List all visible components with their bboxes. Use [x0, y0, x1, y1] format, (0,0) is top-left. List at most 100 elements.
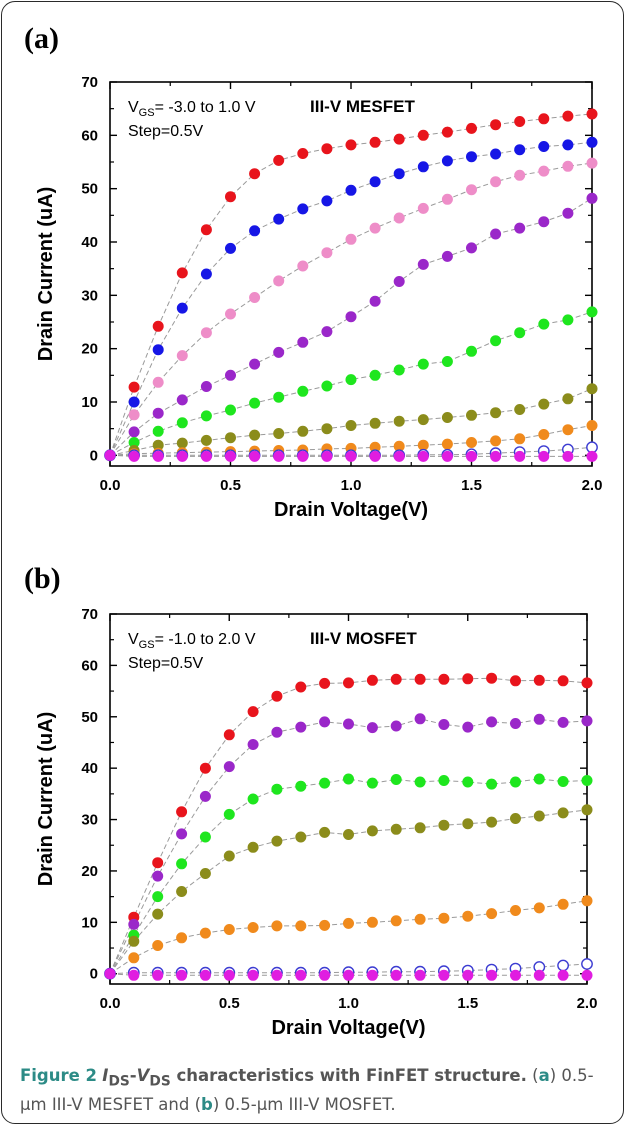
data-point-s4-12 — [393, 364, 405, 376]
data-point-s4-3 — [176, 932, 188, 944]
data-point-s0-13 — [414, 673, 426, 685]
data-point-s5-4 — [200, 434, 212, 446]
data-point-s0-18 — [538, 113, 550, 125]
vgs-range: = -3.0 to 1.0 V — [155, 99, 256, 116]
data-point-s8-4 — [200, 450, 212, 462]
data-point-s8-3 — [176, 450, 188, 462]
x-tick-label: 0.0 — [100, 995, 121, 1012]
data-point-s3-9 — [321, 326, 333, 338]
data-point-s2-4 — [200, 327, 212, 339]
data-point-s8-20 — [586, 450, 598, 462]
data-point-s3-8 — [295, 831, 307, 843]
data-point-s4-10 — [345, 374, 357, 386]
data-point-s2-17 — [509, 776, 521, 788]
data-point-s2-7 — [271, 783, 283, 795]
device-label: III-V MOSFET — [310, 629, 417, 648]
data-point-s4-11 — [366, 916, 378, 928]
data-point-s4-7 — [273, 391, 285, 403]
data-point-s3-6 — [249, 358, 261, 370]
data-point-s3-7 — [273, 346, 285, 358]
data-point-s3-1 — [128, 426, 140, 438]
data-point-s4-16 — [486, 908, 498, 920]
data-point-s1-8 — [295, 721, 307, 733]
data-point-s1-10 — [345, 184, 357, 196]
data-point-s8-5 — [225, 450, 237, 462]
data-point-s6-4 — [199, 969, 211, 981]
vgs-range: = -1.0 to 2.0 V — [155, 631, 256, 648]
caption-title-ds2: DS — [149, 1073, 171, 1090]
x-tick-label: 0.5 — [220, 477, 241, 494]
data-point-s4-19 — [557, 898, 569, 910]
x-tick-label: 2.0 — [582, 477, 603, 494]
data-point-s4-13 — [417, 358, 429, 370]
data-point-s1-15 — [462, 721, 474, 733]
data-point-s6-18 — [533, 969, 545, 981]
data-point-s3-11 — [369, 295, 381, 307]
data-point-s0-19 — [562, 110, 574, 122]
data-point-s3-14 — [441, 250, 453, 262]
data-point-s2-10 — [345, 233, 357, 245]
data-point-s6-1 — [128, 969, 140, 981]
data-point-s1-7 — [271, 726, 283, 738]
chart-a: 0.0 0.5 1.0 1.5 2.0 0 10 20 30 40 50 60 70 Drain Volt… — [35, 74, 603, 521]
data-point-s1-9 — [321, 195, 333, 207]
data-point-s4-4 — [200, 410, 212, 422]
data-point-s8-15 — [465, 450, 477, 462]
data-point-s1-1 — [128, 396, 140, 408]
data-point-s5-9 — [321, 423, 333, 435]
data-point-s2-18 — [538, 165, 550, 177]
data-point-s6-14 — [441, 438, 453, 450]
vgs-v: V — [128, 631, 139, 648]
data-point-s2-16 — [490, 176, 502, 188]
data-point-s0-18 — [533, 674, 545, 686]
data-point-s1-19 — [562, 139, 574, 151]
vgs-sub: GS — [139, 107, 155, 119]
data-point-s5-5 — [225, 432, 237, 444]
data-point-s6-3 — [176, 969, 188, 981]
data-point-s0-20 — [586, 108, 598, 120]
figure-caption: Figure 2 IDS-VDS characteristics with Fi… — [20, 1064, 616, 1116]
data-point-s3-13 — [414, 822, 426, 834]
data-point-s8-7 — [273, 450, 285, 462]
data-point-s6-14 — [438, 969, 450, 981]
series-line-3 — [109, 197, 593, 456]
data-point-s8-8 — [297, 450, 309, 462]
data-point-s2-5 — [223, 808, 235, 820]
data-point-s8-0 — [104, 449, 116, 461]
data-point-s4-9 — [319, 919, 331, 931]
data-point-s3-4 — [200, 380, 212, 392]
data-point-s4-1 — [128, 952, 140, 964]
data-point-s4-14 — [438, 912, 450, 924]
data-point-s0-15 — [465, 122, 477, 134]
data-point-s2-18 — [533, 773, 545, 785]
data-point-s5-16 — [490, 407, 502, 419]
x-axis-label: Drain Voltage(V) — [271, 1017, 425, 1039]
data-point-s6-5 — [223, 969, 235, 981]
vgs-annotation: VGS= -1.0 to 2.0 V — [128, 631, 256, 651]
data-point-s1-17 — [514, 144, 526, 156]
data-point-s5-11 — [369, 417, 381, 429]
data-point-s3-10 — [342, 829, 354, 841]
data-point-s4-8 — [297, 385, 309, 397]
data-point-s2-10 — [342, 773, 354, 785]
data-point-s0-8 — [297, 148, 309, 160]
data-point-s1-14 — [441, 155, 453, 167]
data-point-s3-8 — [297, 336, 309, 348]
data-point-s8-12 — [393, 450, 405, 462]
data-point-s2-12 — [390, 774, 402, 786]
y-tick-label: 40 — [81, 760, 98, 777]
data-point-s2-19 — [557, 776, 569, 788]
data-point-s2-4 — [199, 831, 211, 843]
y-tick-label: 50 — [81, 709, 98, 726]
data-point-s3-15 — [465, 242, 477, 254]
data-point-s0-1 — [128, 381, 140, 393]
x-tick-label: 1.0 — [341, 477, 362, 494]
data-point-s4-12 — [390, 915, 402, 927]
data-point-s5-14 — [441, 411, 453, 423]
data-point-s1-5 — [225, 242, 237, 254]
data-point-s1-2 — [152, 344, 164, 356]
data-point-s6-9 — [319, 969, 331, 981]
data-point-s2-6 — [249, 292, 261, 304]
y-tick-label: 70 — [81, 74, 98, 91]
